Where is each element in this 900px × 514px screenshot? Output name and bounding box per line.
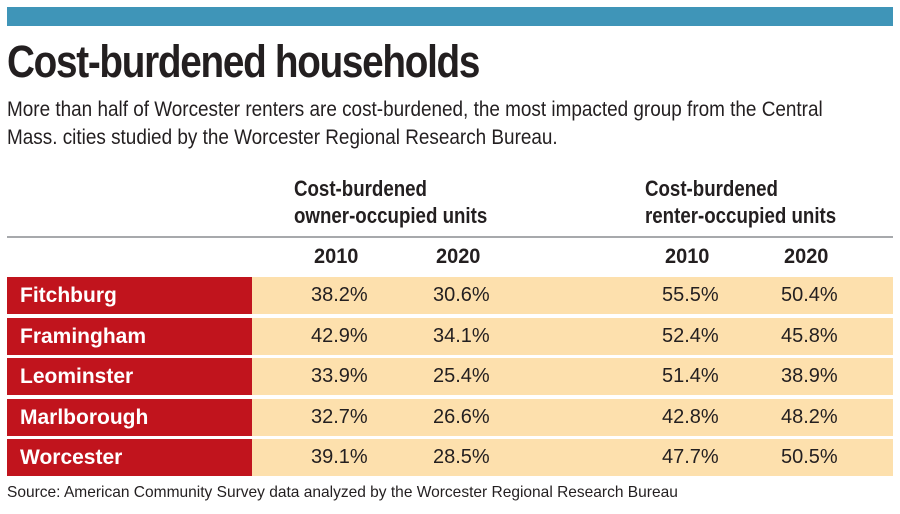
cell-owner-2010: 38.2% <box>311 284 368 306</box>
cell-owner-2010: 42.9% <box>311 325 368 347</box>
renter-group-label-line1: Cost-burdened <box>645 176 778 201</box>
cell-owner-2020: 30.6% <box>433 284 490 306</box>
value-band: 32.7% 26.6% 42.8% 48.2% <box>252 399 893 436</box>
cell-renter-2010: 51.4% <box>662 365 719 387</box>
renter-group-header: Cost-burdened renter-occupied units <box>645 175 836 229</box>
cell-renter-2010: 52.4% <box>662 325 719 347</box>
renter-group-label-line2: renter-occupied units <box>645 203 837 228</box>
cell-renter-2010: 47.7% <box>662 446 719 468</box>
city-label: Fitchburg <box>7 277 252 314</box>
cell-owner-2010: 33.9% <box>311 365 368 387</box>
cell-owner-2020: 26.6% <box>433 406 490 428</box>
cell-renter-2020: 50.4% <box>781 284 838 306</box>
owner-year-2010: 2010 <box>314 245 359 268</box>
value-band: 33.9% 25.4% 51.4% 38.9% <box>252 358 893 395</box>
cell-renter-2020: 45.8% <box>781 325 838 347</box>
source-note: Source: American Community Survey data a… <box>7 484 678 501</box>
cell-renter-2020: 38.9% <box>781 365 838 387</box>
city-label: Framingham <box>7 318 252 355</box>
value-band: 38.2% 30.6% 55.5% 50.4% <box>252 277 893 314</box>
owner-year-2020: 2020 <box>436 245 481 268</box>
owner-group-label-line1: Cost-burdened <box>294 176 427 201</box>
table-row: Marlborough 32.7% 26.6% 42.8% 48.2% <box>7 399 893 436</box>
cell-renter-2010: 55.5% <box>662 284 719 306</box>
cell-owner-2020: 25.4% <box>433 365 490 387</box>
cell-owner-2020: 28.5% <box>433 446 490 468</box>
cell-renter-2020: 50.5% <box>781 446 838 468</box>
owner-group-header: Cost-burdened owner-occupied units <box>294 175 487 229</box>
renter-year-2010: 2010 <box>665 245 710 268</box>
city-label: Marlborough <box>7 399 252 436</box>
cell-renter-2020: 48.2% <box>781 406 838 428</box>
table-row: Leominster 33.9% 25.4% 51.4% 38.9% <box>7 358 893 395</box>
cell-owner-2010: 39.1% <box>311 446 368 468</box>
table-row: Framingham 42.9% 34.1% 52.4% 45.8% <box>7 318 893 355</box>
city-label: Leominster <box>7 358 252 395</box>
cell-renter-2010: 42.8% <box>662 406 719 428</box>
accent-bar <box>7 7 893 26</box>
cell-owner-2010: 32.7% <box>311 406 368 428</box>
page-title: Cost-burdened households <box>7 36 480 87</box>
table-row: Worcester 39.1% 28.5% 47.7% 50.5% <box>7 439 893 476</box>
subtitle: More than half of Worcester renters are … <box>7 97 823 149</box>
header-divider <box>7 236 893 238</box>
cell-owner-2020: 34.1% <box>433 325 490 347</box>
owner-group-label-line2: owner-occupied units <box>294 203 488 228</box>
value-band: 39.1% 28.5% 47.7% 50.5% <box>252 439 893 476</box>
table-row: Fitchburg 38.2% 30.6% 55.5% 50.4% <box>7 277 893 314</box>
renter-year-2020: 2020 <box>784 245 829 268</box>
city-label: Worcester <box>7 439 252 476</box>
value-band: 42.9% 34.1% 52.4% 45.8% <box>252 318 893 355</box>
